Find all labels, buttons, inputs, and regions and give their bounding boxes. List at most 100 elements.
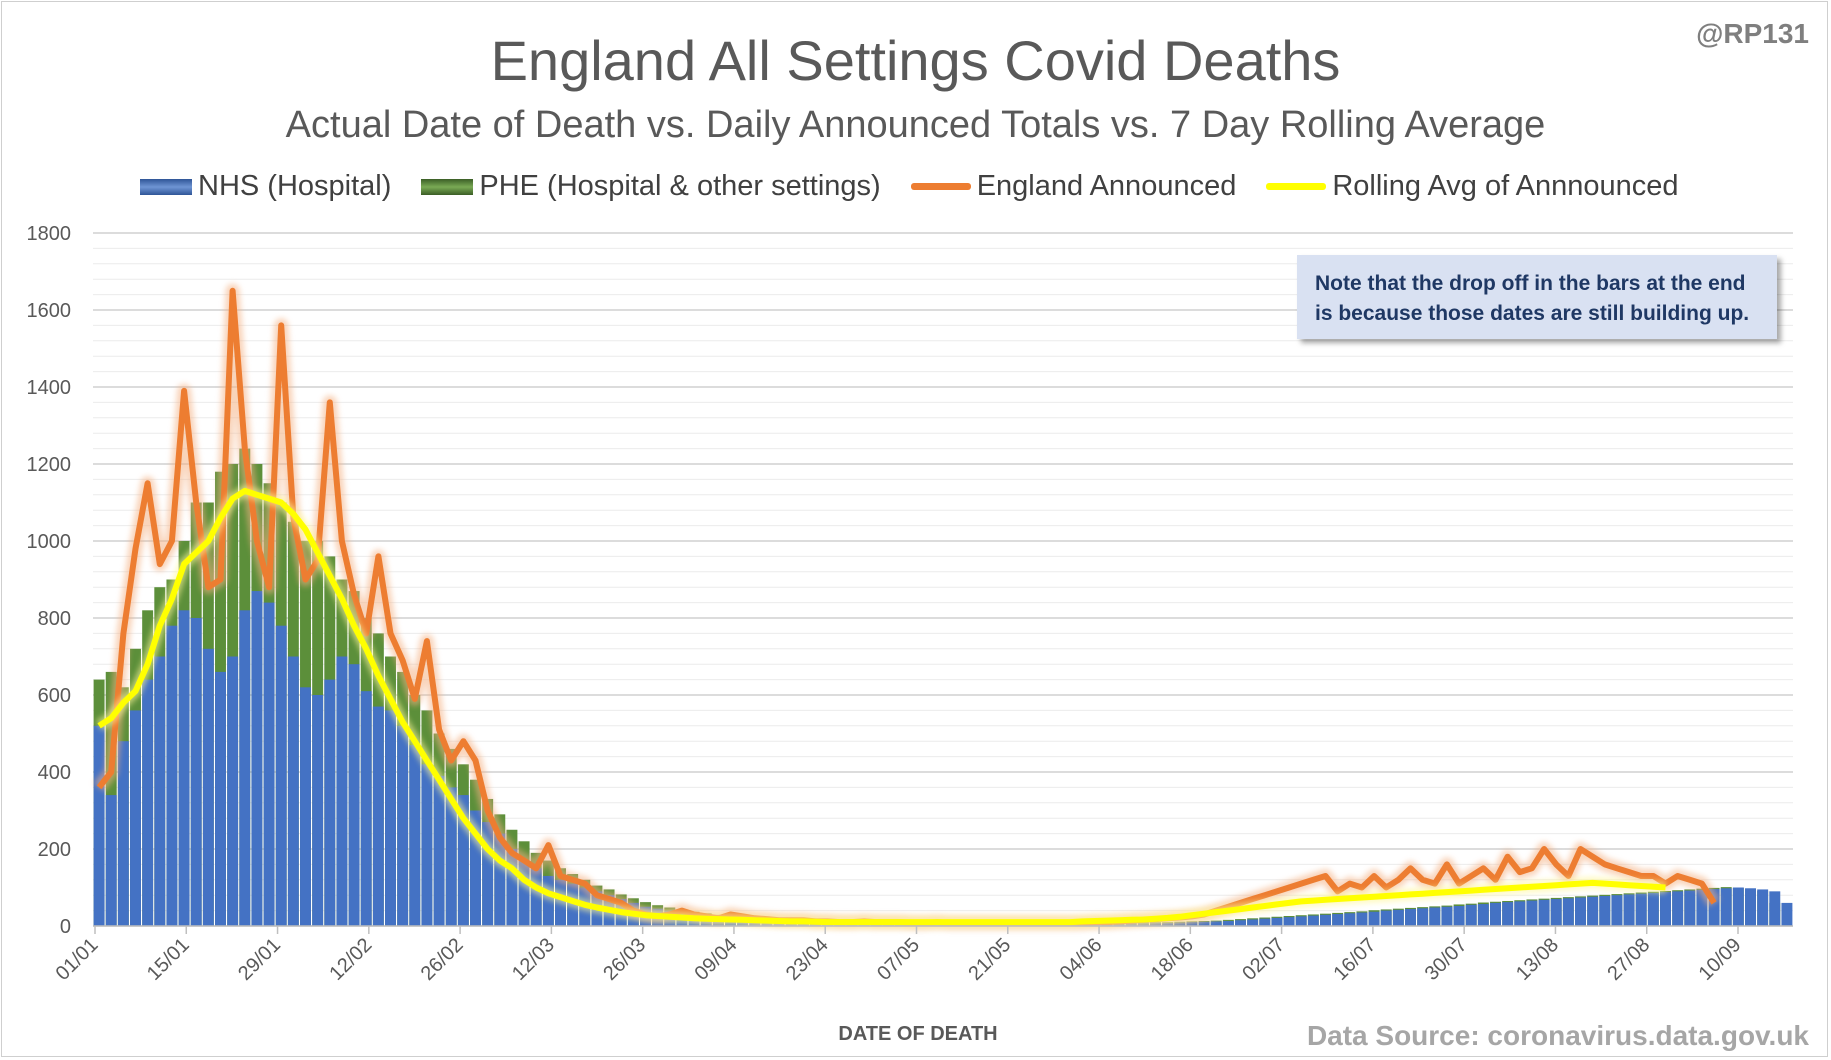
nhs-bar [1198, 921, 1210, 926]
nhs-bar [1696, 889, 1708, 926]
nhs-bar [1708, 889, 1720, 926]
nhs-bar [1757, 889, 1769, 926]
data-source: Data Source: coronavirus.data.gov.uk [1306, 1020, 1809, 1051]
nhs-bar [1283, 917, 1295, 926]
nhs-bar [421, 764, 433, 926]
legend-item-phe: PHE (Hospital & other settings) [421, 170, 881, 203]
nhs-bar [1599, 895, 1611, 926]
nhs-bar [1720, 888, 1732, 926]
nhs-bar [1307, 915, 1319, 926]
nhs-bar [251, 591, 263, 926]
legend-label-announced: England Announced [976, 170, 1237, 202]
x-tick-label: 01/01 [52, 934, 103, 985]
note-line-1: Note that the drop off in the bars at th… [1315, 272, 1746, 295]
nhs-bar [1732, 887, 1744, 926]
nhs-bar [190, 618, 202, 926]
nhs-bar [385, 710, 396, 926]
legend-swatch-rolling [1266, 183, 1327, 190]
nhs-bar [1441, 906, 1453, 926]
nhs-bar [117, 741, 129, 926]
legend-item-nhs: NHS (Hospital) [140, 170, 391, 203]
nhs-bar [1611, 895, 1623, 926]
nhs-bar [263, 602, 275, 926]
nhs-bar [93, 725, 105, 926]
nhs-bar [324, 679, 336, 926]
nhs-bar [287, 656, 299, 926]
x-axis-label: DATE OF DEATH [838, 1023, 997, 1045]
nhs-bar [1684, 890, 1696, 926]
nhs-bar [1745, 888, 1756, 926]
rolling-line [97, 487, 1666, 926]
nhs-bar [1186, 922, 1198, 926]
nhs-bar [1514, 901, 1526, 926]
legend-item-announced: England Announced [910, 170, 1237, 203]
nhs-bar [1660, 892, 1671, 926]
nhs-bar [530, 868, 542, 926]
nhs-bar [1465, 904, 1477, 926]
nhs-bar [1247, 919, 1259, 926]
nhs-bar [202, 648, 214, 926]
nhs-bar [154, 656, 166, 926]
nhs-bar [1587, 896, 1599, 926]
nhs-bar [178, 610, 190, 926]
y-tick-label: 400 [38, 762, 71, 784]
nhs-bar [1235, 920, 1246, 926]
nhs-bar [542, 875, 554, 926]
nhs-bar [457, 795, 469, 926]
nhs-bar [130, 710, 141, 926]
nhs-bar [360, 691, 372, 926]
legend-label-rolling: Rolling Avg of Annnounced [1332, 170, 1679, 202]
y-tick-label: 1000 [27, 531, 72, 553]
nhs-bar [1392, 909, 1404, 926]
y-tick-label: 200 [38, 839, 71, 861]
x-tick-label: 23/04 [782, 934, 833, 985]
y-tick-label: 1800 [27, 223, 72, 245]
chart-title: England All Settings Covid Deaths [490, 29, 1341, 92]
author-handle: @RP131 [1696, 18, 1809, 49]
x-tick-label: 30/07 [1421, 934, 1472, 985]
nhs-bar [494, 833, 506, 926]
nhs-bar [1562, 898, 1574, 926]
nhs-bar [1271, 917, 1283, 926]
nhs-bar [1623, 894, 1635, 926]
nhs-bar [1477, 904, 1489, 926]
nhs-bar [433, 775, 445, 926]
note-line-2: is because those dates are still buildin… [1315, 302, 1750, 325]
nhs-bar [1332, 914, 1344, 926]
x-tick-label: 16/07 [1329, 934, 1380, 985]
nhs-bar [506, 849, 518, 926]
nhs-bar [1429, 907, 1441, 926]
nhs-bar [1380, 910, 1392, 926]
y-tick-label: 1400 [27, 377, 72, 399]
nhs-bar [166, 625, 178, 926]
nhs-bar [1344, 913, 1356, 926]
y-tick-label: 800 [38, 608, 71, 630]
x-tick-label: 27/08 [1603, 934, 1654, 985]
x-tick-label: 10/09 [1695, 934, 1746, 985]
x-tick-label: 21/05 [964, 934, 1015, 985]
nhs-bar [1210, 921, 1222, 926]
x-tick-label: 07/05 [873, 934, 924, 985]
x-tick-label: 12/03 [508, 934, 559, 985]
nhs-bar [215, 671, 226, 926]
nhs-bar [312, 695, 324, 926]
chart-subtitle: Actual Date of Death vs. Daily Announced… [285, 104, 1546, 146]
x-tick-label: 12/02 [325, 934, 376, 985]
nhs-bar [1781, 902, 1793, 926]
nhs-bar [1453, 905, 1465, 926]
nhs-bar [1647, 892, 1659, 926]
x-tick-label: 26/03 [599, 934, 650, 985]
nhs-bar [1405, 909, 1416, 926]
nhs-bar [239, 610, 251, 926]
x-tick-label: 04/06 [1056, 934, 1107, 985]
nhs-bar [1672, 891, 1684, 926]
legend-label-nhs: NHS (Hospital) [198, 170, 392, 202]
nhs-bar [1368, 911, 1380, 926]
nhs-bar [1259, 918, 1271, 926]
nhs-bar [1356, 912, 1368, 926]
nhs-bar [409, 745, 421, 926]
nhs-bar [227, 656, 239, 926]
legend-swatch-nhs [140, 178, 192, 195]
nhs-bar [1538, 899, 1550, 926]
x-tick-label: 13/08 [1512, 934, 1563, 985]
